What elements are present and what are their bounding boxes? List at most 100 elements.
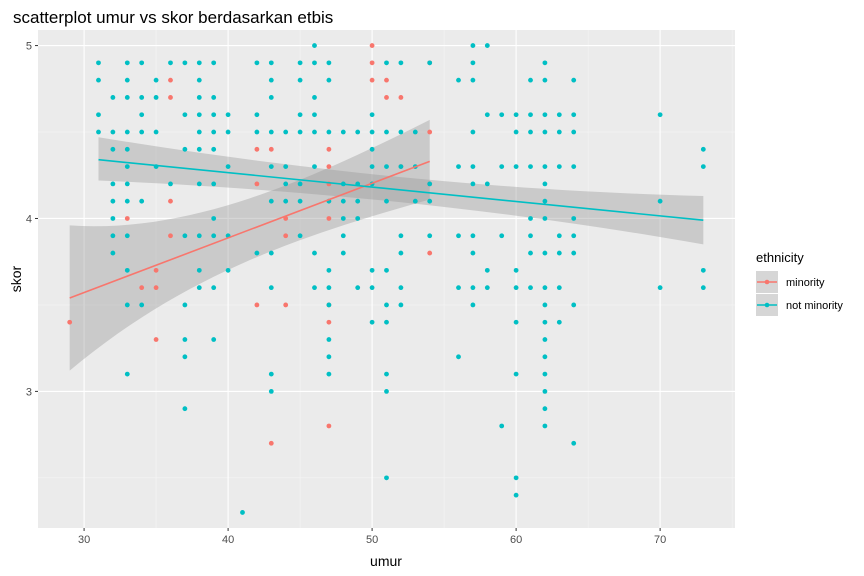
point-not-minority [211, 129, 217, 135]
point-not-minority [456, 164, 461, 170]
point-not-minority [196, 285, 202, 291]
point-not-minority [470, 60, 476, 66]
point-not-minority [225, 267, 231, 273]
point-not-minority [139, 198, 145, 204]
point-minority [326, 164, 332, 170]
point-not-minority [542, 60, 548, 66]
point-not-minority [398, 129, 404, 135]
point-not-minority [513, 267, 519, 273]
point-not-minority [484, 285, 490, 291]
point-not-minority [297, 233, 303, 239]
point-not-minority [196, 129, 202, 135]
point-not-minority [124, 77, 130, 83]
point-not-minority [283, 198, 289, 204]
point-not-minority [427, 181, 433, 187]
point-not-minority [556, 164, 562, 170]
point-not-minority [96, 112, 101, 118]
point-not-minority [182, 60, 188, 66]
point-not-minority [571, 77, 577, 83]
point-not-minority [153, 77, 159, 83]
legend-key-minority [756, 271, 778, 293]
point-not-minority [124, 371, 130, 377]
fit-line-not-minority [98, 158, 704, 222]
point-minority [427, 250, 433, 256]
point-not-minority [297, 112, 303, 118]
point-not-minority [427, 198, 433, 204]
point-not-minority [139, 112, 145, 118]
point-not-minority [240, 510, 245, 515]
point-not-minority [369, 285, 375, 291]
point-not-minority [528, 285, 533, 291]
point-not-minority [139, 302, 145, 308]
point-not-minority [297, 198, 303, 204]
point-not-minority [513, 129, 519, 135]
data-points [67, 43, 706, 515]
point-not-minority [196, 60, 202, 66]
point-not-minority [369, 146, 375, 152]
point-not-minority [254, 250, 260, 256]
x-tick-label: 30 [78, 534, 90, 546]
point-not-minority [542, 423, 548, 429]
point-not-minority [571, 233, 577, 239]
point-not-minority [556, 233, 562, 239]
point-not-minority [124, 60, 130, 66]
point-not-minority [470, 77, 476, 83]
point-not-minority [556, 250, 562, 256]
point-not-minority [499, 164, 505, 170]
point-not-minority [513, 492, 519, 498]
point-minority [254, 302, 260, 308]
regression-lines [69, 158, 704, 299]
point-minority [326, 216, 332, 221]
point-not-minority [470, 302, 476, 308]
point-not-minority [297, 129, 303, 135]
point-not-minority [312, 60, 317, 66]
point-not-minority [542, 319, 548, 325]
point-not-minority [283, 164, 289, 170]
point-not-minority [326, 60, 332, 66]
point-not-minority [254, 60, 260, 66]
point-not-minority [556, 285, 562, 291]
y-axis-title: skor [8, 265, 24, 292]
point-not-minority [398, 233, 404, 239]
point-not-minority [355, 285, 361, 291]
point-not-minority [124, 198, 130, 204]
point-not-minority [268, 77, 274, 83]
point-not-minority [571, 216, 577, 221]
confidence-bands [69, 119, 704, 371]
point-not-minority [528, 233, 533, 239]
point-not-minority [528, 250, 533, 256]
y-tick-label: 3 [26, 386, 32, 398]
point-not-minority [542, 388, 548, 394]
point-minority [283, 233, 289, 239]
point-not-minority [571, 250, 577, 256]
point-not-minority [528, 216, 533, 221]
point-not-minority [326, 302, 332, 308]
point-not-minority [484, 181, 490, 187]
x-tick-label: 60 [510, 534, 522, 546]
point-not-minority [369, 129, 375, 135]
point-not-minority [556, 319, 562, 325]
point-not-minority [456, 285, 461, 291]
point-not-minority [312, 129, 317, 135]
point-not-minority [182, 112, 188, 118]
point-not-minority [499, 423, 505, 429]
point-not-minority [513, 371, 519, 377]
point-not-minority [513, 164, 519, 170]
point-not-minority [182, 146, 188, 152]
point-not-minority [225, 129, 231, 135]
point-not-minority [254, 129, 260, 135]
point-not-minority [254, 112, 260, 118]
point-not-minority [384, 267, 389, 273]
point-not-minority [312, 285, 317, 291]
point-minority [124, 216, 130, 221]
point-not-minority [268, 164, 274, 170]
point-not-minority [571, 302, 577, 308]
point-not-minority [225, 112, 231, 118]
point-not-minority [528, 164, 533, 170]
point-not-minority [384, 198, 389, 204]
point-not-minority [124, 164, 130, 170]
point-not-minority [268, 60, 274, 66]
point-not-minority [470, 129, 476, 135]
point-minority [153, 267, 159, 273]
